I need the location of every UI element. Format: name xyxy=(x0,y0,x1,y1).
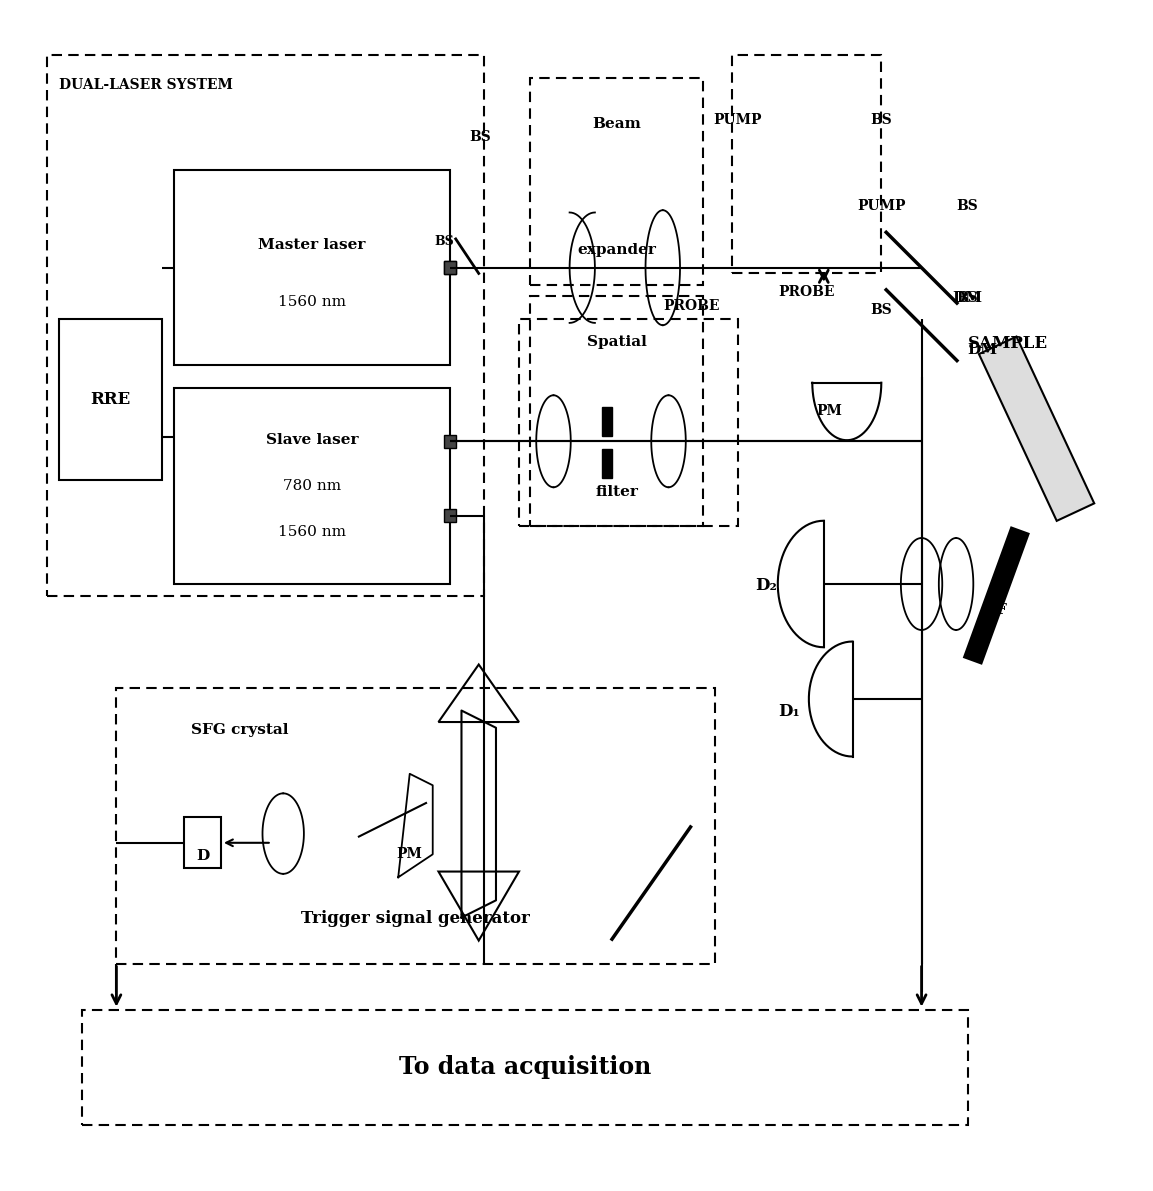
Text: BS: BS xyxy=(469,130,491,144)
Text: Slave laser: Slave laser xyxy=(265,434,359,447)
Text: BS: BS xyxy=(435,235,454,248)
Text: PROBE: PROBE xyxy=(778,286,835,299)
Text: DUAL-LASER SYSTEM: DUAL-LASER SYSTEM xyxy=(59,77,233,92)
Text: SAMPLE: SAMPLE xyxy=(967,335,1048,353)
Text: PROBE: PROBE xyxy=(663,299,719,313)
Text: PUMP: PUMP xyxy=(857,199,905,213)
FancyBboxPatch shape xyxy=(59,319,163,480)
Text: RRE: RRE xyxy=(91,392,130,409)
Text: SFG crystal: SFG crystal xyxy=(191,723,288,736)
FancyBboxPatch shape xyxy=(444,261,457,274)
Text: Spatial: Spatial xyxy=(587,336,647,349)
Text: D: D xyxy=(196,849,210,863)
Text: BS: BS xyxy=(957,291,979,305)
Text: Beam: Beam xyxy=(593,117,641,131)
Text: 1560 nm: 1560 nm xyxy=(278,525,346,540)
Text: BS: BS xyxy=(871,113,892,127)
Text: D₂: D₂ xyxy=(755,576,777,594)
Text: PUMP: PUMP xyxy=(714,113,762,127)
FancyBboxPatch shape xyxy=(174,170,450,366)
FancyBboxPatch shape xyxy=(444,261,457,274)
Text: 780 nm: 780 nm xyxy=(282,479,341,493)
Text: D₁: D₁ xyxy=(778,703,800,721)
Text: BS: BS xyxy=(957,199,979,213)
Text: expander: expander xyxy=(578,243,656,257)
Text: DM: DM xyxy=(967,343,997,357)
Text: PM: PM xyxy=(816,404,843,418)
Text: To data acquisition: To data acquisition xyxy=(399,1055,650,1079)
Text: filter: filter xyxy=(595,485,639,499)
Bar xyxy=(602,407,612,436)
Bar xyxy=(602,449,612,478)
FancyBboxPatch shape xyxy=(444,510,457,522)
Text: Trigger signal generator: Trigger signal generator xyxy=(301,910,530,928)
FancyBboxPatch shape xyxy=(174,388,450,584)
Text: Master laser: Master laser xyxy=(258,238,366,251)
Text: 1560 nm: 1560 nm xyxy=(278,295,346,310)
Text: BS: BS xyxy=(871,303,892,317)
Text: PM: PM xyxy=(397,847,423,861)
FancyBboxPatch shape xyxy=(444,435,457,448)
Text: CF: CF xyxy=(985,603,1008,617)
Polygon shape xyxy=(964,528,1028,663)
Text: DM: DM xyxy=(952,291,982,305)
Polygon shape xyxy=(979,337,1094,520)
Bar xyxy=(184,817,221,868)
